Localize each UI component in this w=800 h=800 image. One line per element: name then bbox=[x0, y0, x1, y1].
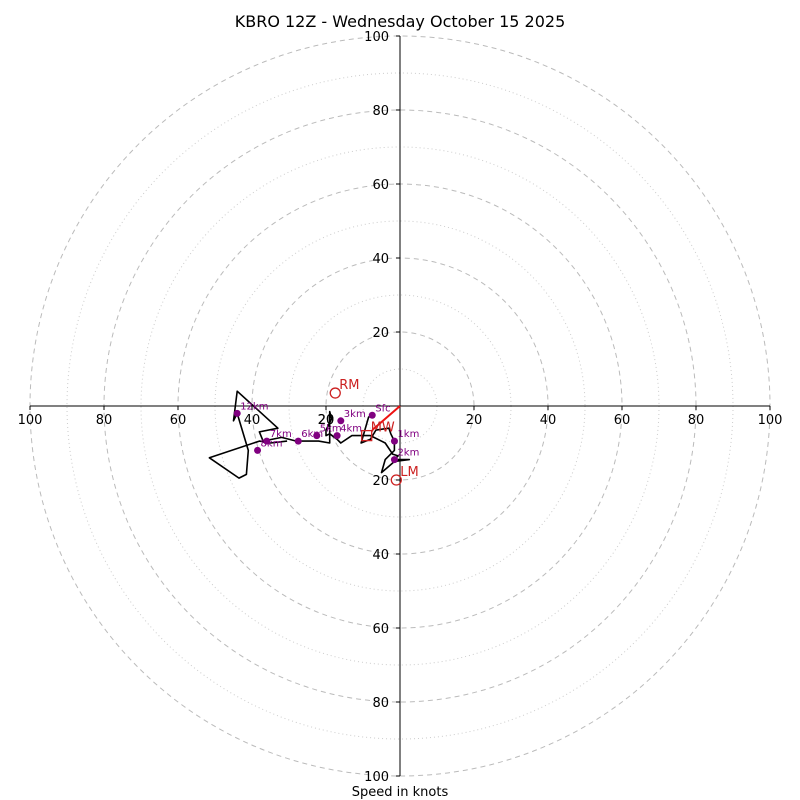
y-tick-label: 60 bbox=[372, 622, 389, 637]
y-tick-label: 40 bbox=[372, 548, 389, 563]
height-point-label: 4km bbox=[340, 424, 362, 435]
height-point-marker bbox=[368, 411, 376, 419]
height-point-marker bbox=[254, 446, 262, 454]
storm-motion-label: LM bbox=[400, 465, 418, 480]
height-point-marker bbox=[390, 437, 398, 445]
x-tick-label: 80 bbox=[96, 413, 113, 428]
height-point-marker bbox=[333, 432, 341, 440]
storm-motion-label: MW bbox=[371, 421, 395, 436]
storm-motion-marker bbox=[390, 474, 402, 486]
height-point-label: 2km bbox=[397, 448, 419, 459]
height-point-marker bbox=[390, 456, 398, 464]
height-point-label: 3km bbox=[344, 409, 366, 420]
x-tick-label: 60 bbox=[170, 413, 187, 428]
height-point-label: 12km bbox=[240, 401, 268, 412]
height-point-marker bbox=[294, 437, 302, 445]
height-point-marker bbox=[313, 432, 321, 440]
height-point-label: 6km bbox=[301, 429, 323, 440]
x-tick-label: 80 bbox=[688, 413, 705, 428]
height-point-marker bbox=[263, 437, 271, 445]
x-tick-label: 100 bbox=[758, 413, 783, 428]
height-point-marker bbox=[337, 417, 345, 425]
height-point-label: 5km bbox=[320, 424, 342, 435]
height-point-marker bbox=[233, 409, 241, 417]
y-tick-label: 20 bbox=[372, 474, 389, 489]
storm-motion-marker bbox=[361, 429, 373, 442]
x-tick-label: 60 bbox=[614, 413, 631, 428]
x-tick-label: 40 bbox=[244, 413, 261, 428]
height-point-label: 1km bbox=[397, 429, 419, 440]
y-tick-label: 80 bbox=[372, 696, 389, 711]
height-point-label: Sfc bbox=[375, 403, 390, 414]
x-axis-label: Speed in knots bbox=[352, 785, 449, 800]
x-tick-label: 40 bbox=[540, 413, 557, 428]
tick-labels: 100 100 100 100 80 80 80 80 60 60 60 60 40 40 40 40 20 20… bbox=[18, 30, 783, 785]
y-tick-label: 80 bbox=[372, 104, 389, 119]
y-tick-label: 20 bbox=[372, 326, 389, 341]
shear-vector-line bbox=[371, 405, 401, 431]
x-tick-label: 100 bbox=[18, 413, 43, 428]
y-tick-label: 60 bbox=[372, 178, 389, 193]
y-tick-label: 40 bbox=[372, 252, 389, 267]
y-tick-label: 100 bbox=[364, 30, 389, 45]
height-point-label: 7km bbox=[270, 429, 292, 440]
storm-motions: RM LM MW bbox=[329, 378, 419, 486]
height-point-label: 8km bbox=[261, 438, 283, 449]
storm-motion-label: RM bbox=[339, 378, 359, 393]
x-tick-label: 20 bbox=[466, 413, 483, 428]
storm-motion-marker bbox=[329, 387, 341, 399]
chart-title: KBRO 12Z - Wednesday October 15 2025 bbox=[235, 12, 566, 31]
y-tick-label: 100 bbox=[364, 770, 389, 785]
